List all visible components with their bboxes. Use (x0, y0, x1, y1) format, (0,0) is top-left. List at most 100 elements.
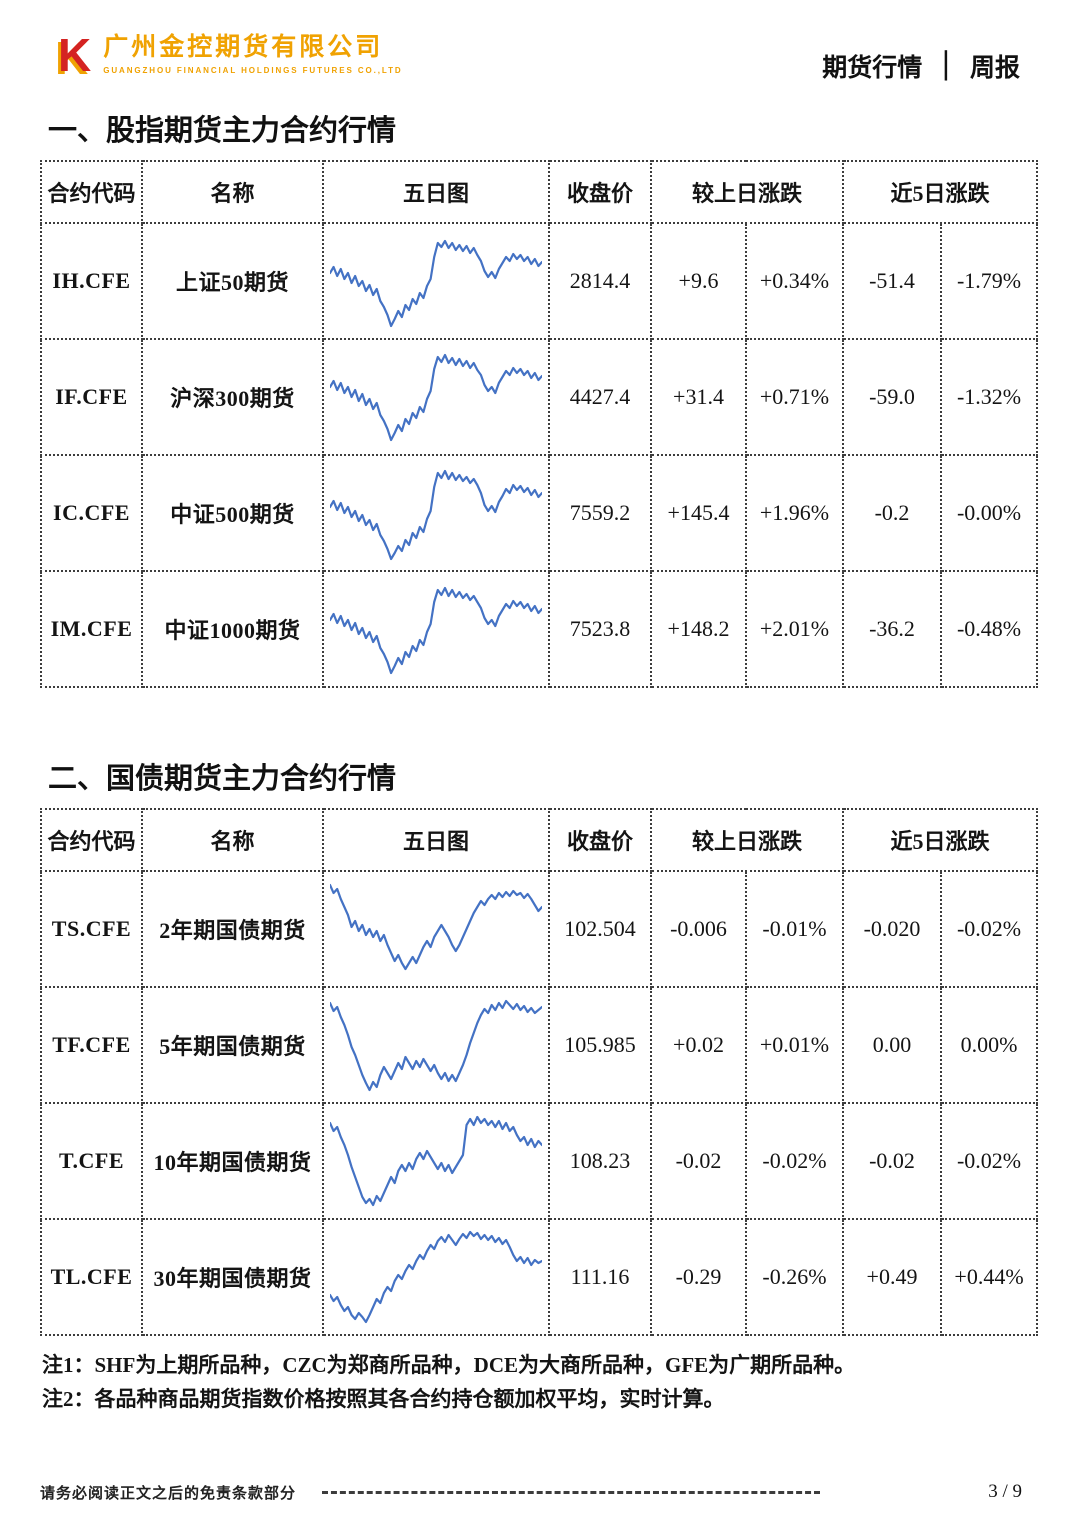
contract-name: 30年期国债期货 (141, 1218, 324, 1336)
disclaimer-text: 请务必阅读正文之后的免责条款部分 (40, 1485, 297, 1502)
table-row: IH.CFE 上证50期货 2814.4 +9.6 +0.34% -51.4 -… (40, 222, 1039, 340)
page-header: K 广州金控期货有限公司 GUANGZHOU FINANCIAL HOLDING… (0, 0, 1080, 92)
day-change-value: -0.02 (650, 1102, 747, 1220)
page-number: 3 / 9 (988, 1481, 1022, 1502)
contract-name: 5年期国债期货 (141, 986, 324, 1104)
close-price: 7559.2 (548, 454, 652, 572)
header-five-day-change: 近5日涨跌 (842, 808, 1039, 872)
logo-text: 广州金控期货有限公司 GUANGZHOU FINANCIAL HOLDINGS … (103, 33, 402, 74)
contract-code: IH.CFE (40, 222, 143, 340)
company-name-cn: 广州金控期货有限公司 (103, 33, 384, 61)
header-five-day-chart: 五日图 (322, 160, 550, 224)
contract-code: TF.CFE (40, 986, 143, 1104)
close-price: 102.504 (548, 870, 652, 988)
day-change-percent: -0.26% (744, 1218, 845, 1336)
header-day-change: 较上日涨跌 (649, 160, 845, 224)
close-price: 105.985 (548, 986, 652, 1104)
five-day-change-percent: -0.02% (940, 1102, 1039, 1220)
header-five-day-change: 近5日涨跌 (842, 160, 1039, 224)
day-change-value: +145.4 (650, 454, 747, 572)
day-change-percent: +0.71% (744, 338, 845, 456)
table-row: IC.CFE 中证500期货 7559.2 +145.4 +1.96% -0.2… (40, 454, 1039, 572)
section-title-treasury-bond: 二、国债期货主力合约行情 (48, 763, 397, 795)
report-cycle-label: 周报 (969, 55, 1020, 82)
five-day-change-value: +0.49 (842, 1218, 943, 1336)
five-day-change-value: 0.00 (842, 986, 943, 1104)
day-change-percent: -0.01% (744, 870, 845, 988)
table-row: T.CFE 10年期国债期货 108.23 -0.02 -0.02% -0.02… (40, 1102, 1039, 1220)
contract-code: TS.CFE (40, 870, 143, 988)
day-change-value: -0.29 (650, 1218, 747, 1336)
table-row: TF.CFE 5年期国债期货 105.985 +0.02 +0.01% 0.00… (40, 986, 1039, 1104)
page-footer: 请务必阅读正文之后的免责条款部分 3 / 9 (40, 1481, 1040, 1503)
close-price: 4427.4 (548, 338, 652, 456)
contract-code: T.CFE (40, 1102, 143, 1220)
treasury-bond-futures-table: 合约代码 名称 五日图 收盘价 较上日涨跌 近5日涨跌 TS.CFE 2年期国债… (40, 808, 1039, 1336)
five-day-change-percent: -0.00% (940, 454, 1039, 572)
five-day-change-percent: -0.48% (940, 570, 1039, 688)
company-logo: K 广州金控期货有限公司 GUANGZHOU FINANCIAL HOLDING… (58, 29, 403, 81)
stock-index-futures-table: 合约代码 名称 五日图 收盘价 较上日涨跌 近5日涨跌 IH.CFE 上证50期… (40, 160, 1039, 688)
five-day-sparkline (322, 454, 550, 572)
five-day-change-value: -51.4 (842, 222, 943, 340)
day-change-value: +148.2 (650, 570, 747, 688)
table-header-row: 合约代码 名称 五日图 收盘价 较上日涨跌 近5日涨跌 (40, 808, 1039, 872)
contract-name: 10年期国债期货 (141, 1102, 324, 1220)
day-change-percent: +0.01% (744, 986, 845, 1104)
close-price: 2814.4 (548, 222, 652, 340)
five-day-sparkline (322, 338, 550, 456)
contract-code: IF.CFE (40, 338, 143, 456)
footnotes: 注1：SHF为上期所品种，CZC为郑商所品种，DCE为大商所品种，GFE为广期所… (42, 1348, 1080, 1416)
five-day-change-value: -36.2 (842, 570, 943, 688)
table-header-row: 合约代码 名称 五日图 收盘价 较上日涨跌 近5日涨跌 (40, 160, 1039, 224)
five-day-change-percent: -1.79% (940, 222, 1039, 340)
contract-code: IC.CFE (40, 454, 143, 572)
logo-k-icon: K (58, 29, 92, 81)
five-day-change-percent: -0.02% (940, 870, 1039, 988)
contract-name: 沪深300期货 (141, 338, 324, 456)
five-day-sparkline (322, 1102, 550, 1220)
day-change-value: +31.4 (650, 338, 747, 456)
contract-name: 中证1000期货 (141, 570, 324, 688)
footnote-2: 注2：各品种商品期货指数价格按照其各合约持仓额加权平均，实时计算。 (42, 1387, 725, 1412)
day-change-value: +0.02 (650, 986, 747, 1104)
five-day-sparkline (322, 222, 550, 340)
contract-name: 中证500期货 (141, 454, 324, 572)
header-day-change: 较上日涨跌 (649, 808, 845, 872)
header-contract-code: 合约代码 (40, 808, 143, 872)
five-day-change-value: -59.0 (842, 338, 943, 456)
report-tag-divider: │ (933, 52, 959, 79)
report-tag: 期货行情 │ 周报 (822, 34, 1020, 84)
five-day-sparkline (322, 870, 550, 988)
table-row: IM.CFE 中证1000期货 7523.8 +148.2 +2.01% -36… (40, 570, 1039, 688)
header-name: 名称 (141, 808, 324, 872)
day-change-percent: +0.34% (744, 222, 845, 340)
day-change-value: -0.006 (650, 870, 747, 988)
table-body: TS.CFE 2年期国债期货 102.504 -0.006 -0.01% -0.… (40, 870, 1039, 1336)
table-header: 合约代码 名称 五日图 收盘价 较上日涨跌 近5日涨跌 (40, 808, 1039, 872)
contract-name: 2年期国债期货 (141, 870, 324, 988)
header-five-day-chart: 五日图 (322, 808, 550, 872)
five-day-change-value: -0.2 (842, 454, 943, 572)
footnote-1: 注1：SHF为上期所品种，CZC为郑商所品种，DCE为大商所品种，GFE为广期所… (42, 1353, 856, 1377)
contract-name: 上证50期货 (141, 222, 324, 340)
report-type-label: 期货行情 (822, 55, 923, 82)
header-name: 名称 (141, 160, 324, 224)
day-change-value: +9.6 (650, 222, 747, 340)
close-price: 7523.8 (548, 570, 652, 688)
header-close-price: 收盘价 (548, 160, 652, 224)
five-day-change-value: -0.020 (842, 870, 943, 988)
contract-code: TL.CFE (40, 1218, 143, 1336)
five-day-change-percent: +0.44% (940, 1218, 1039, 1336)
five-day-change-value: -0.02 (842, 1102, 943, 1220)
day-change-percent: +2.01% (744, 570, 845, 688)
close-price: 108.23 (548, 1102, 652, 1220)
section-title-stock-index: 一、股指期货主力合约行情 (48, 115, 397, 147)
five-day-change-percent: -1.32% (940, 338, 1039, 456)
day-change-percent: -0.02% (744, 1102, 845, 1220)
table-row: TL.CFE 30年期国债期货 111.16 -0.29 -0.26% +0.4… (40, 1218, 1039, 1336)
five-day-sparkline (322, 986, 550, 1104)
five-day-change-percent: 0.00% (940, 986, 1039, 1104)
table-row: IF.CFE 沪深300期货 4427.4 +31.4 +0.71% -59.0… (40, 338, 1039, 456)
table-body: IH.CFE 上证50期货 2814.4 +9.6 +0.34% -51.4 -… (40, 222, 1039, 688)
